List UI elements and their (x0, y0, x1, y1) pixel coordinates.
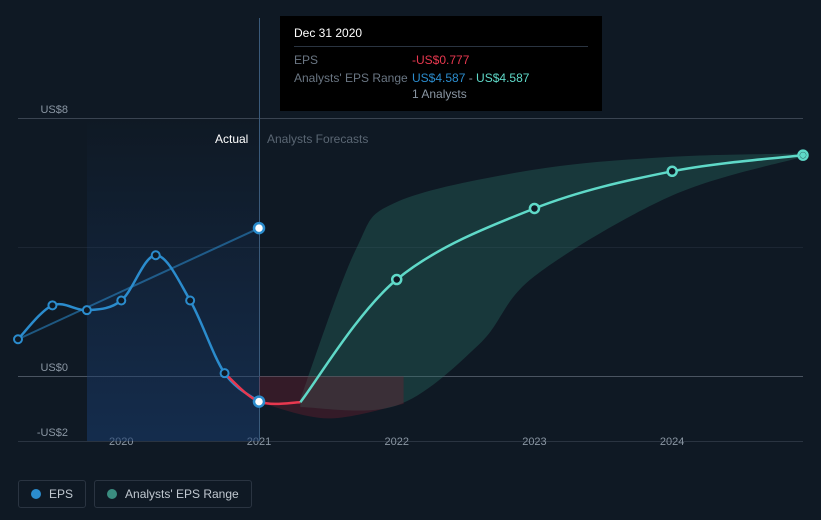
tooltip-value-negative: -US$0.777 (412, 53, 469, 67)
legend-swatch (107, 489, 117, 499)
tooltip-label: Analysts' EPS Range (294, 71, 412, 85)
tooltip-row-range: Analysts' EPS Range US$4.587 - US$4.587 (294, 69, 588, 87)
legend-item-eps[interactable]: EPS (18, 480, 86, 508)
chart-container: Dec 31 2020 EPS -US$0.777 Analysts' EPS … (18, 18, 803, 502)
legend: EPS Analysts' EPS Range (18, 480, 252, 508)
hover-tooltip: Dec 31 2020 EPS -US$0.777 Analysts' EPS … (280, 16, 602, 111)
legend-label: EPS (49, 487, 73, 501)
legend-item-range[interactable]: Analysts' EPS Range (94, 480, 252, 508)
tooltip-label: EPS (294, 53, 412, 67)
tooltip-value-range: US$4.587 - US$4.587 (412, 71, 529, 85)
legend-label: Analysts' EPS Range (125, 487, 239, 501)
tooltip-date: Dec 31 2020 (294, 26, 588, 47)
legend-swatch (31, 489, 41, 499)
tooltip-subline: 1 Analysts (294, 87, 588, 101)
tooltip-row-eps: EPS -US$0.777 (294, 51, 588, 69)
